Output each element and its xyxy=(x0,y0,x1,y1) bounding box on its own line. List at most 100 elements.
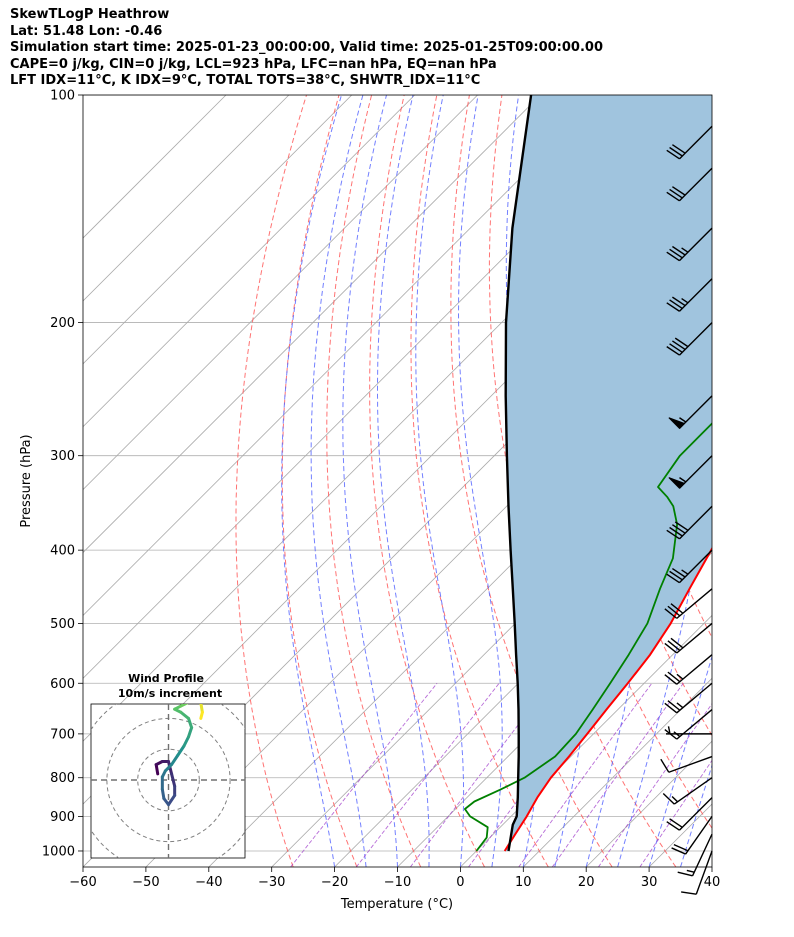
moist-adiabat-line xyxy=(377,95,430,867)
hodograph-segment xyxy=(187,716,194,730)
x-tick-label: −60 xyxy=(69,875,96,890)
dry-adiabat-line xyxy=(763,95,794,867)
wind-barb xyxy=(662,777,713,805)
x-axis: −60 −50 −40 −30 −20 −10 0 10 20 30 40 xyxy=(69,867,720,890)
mixing-ratio-line xyxy=(290,683,438,867)
wind-barb xyxy=(666,227,713,262)
mixing-ratio-line xyxy=(355,683,500,867)
dry-adiabat-line xyxy=(235,95,307,867)
hodograph-segment xyxy=(170,772,177,788)
hodograph-segment xyxy=(185,704,189,705)
moist-adiabat-line xyxy=(617,95,708,867)
moist-adiabat-line xyxy=(281,95,342,867)
y-tick-label: 1000 xyxy=(42,844,75,859)
hodograph-ring xyxy=(137,748,200,812)
dry-adiabat-line xyxy=(730,95,794,867)
wind-barb xyxy=(664,588,713,619)
hodograph-segment xyxy=(167,793,177,807)
wind-barb xyxy=(660,755,713,773)
x-tick-label: −10 xyxy=(384,875,411,890)
hodograph-segment xyxy=(199,704,202,705)
isotherm-line xyxy=(334,489,712,867)
wind-barb xyxy=(666,167,713,202)
y-tick-label: 100 xyxy=(50,89,75,104)
x-tick-label: −40 xyxy=(195,875,222,890)
dewpoint-profile-line xyxy=(464,422,712,852)
y-tick-label: 400 xyxy=(50,544,75,559)
sounding-profiles xyxy=(464,95,712,852)
moist-adiabat-line xyxy=(457,95,503,867)
moist-adiabat-line xyxy=(711,865,712,867)
wind-barb xyxy=(668,395,713,430)
wind-barb xyxy=(664,654,713,685)
parcel-profile-line xyxy=(504,95,533,852)
moist-adiabat-line xyxy=(342,95,398,867)
hodograph-segment xyxy=(199,704,204,714)
hodograph-title: Wind Profile xyxy=(128,672,204,685)
isotherm-line xyxy=(83,95,541,554)
wind-barb xyxy=(668,455,713,489)
wind-barb xyxy=(671,815,713,855)
y-tick-label: 300 xyxy=(50,449,75,464)
x-tick-label: 30 xyxy=(641,875,658,890)
y-tick-label: 200 xyxy=(50,316,75,331)
wind-barb xyxy=(664,709,713,740)
mixing-ratio-line xyxy=(598,702,712,867)
dry-adiabat-line xyxy=(281,95,358,867)
temperature-profile-line xyxy=(503,546,712,852)
wind-barb xyxy=(664,682,713,714)
isotherm-line xyxy=(711,866,712,867)
hodograph-inset: Wind Profile 10m/s increment xyxy=(90,672,246,859)
location-line: Lat: 51.48 Lon: -0.46 xyxy=(10,23,163,39)
hodograph-subtitle: 10m/s increment xyxy=(118,687,222,700)
isotherm-line xyxy=(83,95,290,302)
isotherm-line xyxy=(83,95,604,616)
y-tick-label: 700 xyxy=(50,727,75,742)
hodograph-segment xyxy=(187,726,194,739)
y-axis-label: Pressure (hPa) xyxy=(19,434,34,527)
hodograph-segment xyxy=(179,704,189,708)
cape-cin-shading xyxy=(504,95,712,851)
dry-adiabat-line xyxy=(369,95,485,867)
indices-line-1: CAPE=0 j/kg, CIN=0 j/kg, LCL=923 hPa, LF… xyxy=(10,56,497,72)
hodograph-segment xyxy=(182,735,191,748)
wind-barb xyxy=(666,505,713,540)
x-tick-label: 20 xyxy=(578,875,595,890)
y-tick-label: 500 xyxy=(50,617,75,632)
hodograph-segment xyxy=(199,710,204,720)
mixing-ratio-line xyxy=(551,683,684,867)
wind-barb xyxy=(666,278,713,312)
hodograph-segment xyxy=(154,763,160,776)
chart-header: SkewTLogP Heathrow Lat: 51.48 Lon: -0.46… xyxy=(10,7,603,90)
dry-adiabat-line xyxy=(450,95,613,867)
wind-barbs xyxy=(660,125,713,895)
wind-barb xyxy=(664,622,713,654)
isotherm-line xyxy=(83,95,415,428)
mixing-ratio-line xyxy=(639,759,712,867)
isotherm-line xyxy=(83,95,353,365)
x-tick-label: 40 xyxy=(704,875,721,890)
wind-barb xyxy=(677,833,713,877)
hodograph-segment xyxy=(160,787,166,800)
hodograph-segment xyxy=(170,753,180,767)
time-line: Simulation start time: 2025-01-23_00:00:… xyxy=(10,40,603,56)
y-tick-label: 600 xyxy=(50,677,75,692)
x-tick-label: −30 xyxy=(258,875,285,890)
isotherm-line xyxy=(460,614,712,867)
wind-barb xyxy=(681,850,713,895)
x-tick-label: −50 xyxy=(132,875,159,890)
y-axis: 1000 900 800 700 600 500 400 300 200 100 xyxy=(42,89,83,859)
x-tick-label: 0 xyxy=(456,875,464,890)
moist-adiabat-line xyxy=(310,95,367,867)
plot-area xyxy=(83,95,794,867)
hodograph-segment xyxy=(179,710,191,720)
x-tick-label: 10 xyxy=(515,875,532,890)
isotherm-line xyxy=(83,95,478,491)
isotherm-line xyxy=(83,95,227,239)
wind-barb xyxy=(666,549,713,584)
wind-barb xyxy=(666,322,713,356)
isotherm-line xyxy=(523,677,712,867)
hodograph-segment xyxy=(176,744,186,757)
mixing-ratio-line xyxy=(518,683,653,867)
